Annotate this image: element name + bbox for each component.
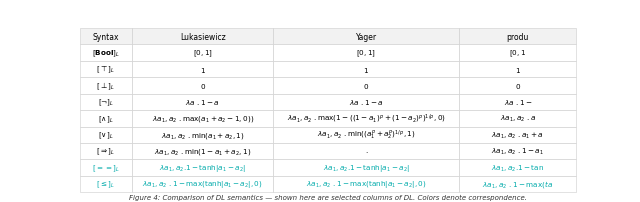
Bar: [273, 94, 460, 110]
Text: $\lambda a_1,a_2\ .\max(a_1+a_2-1,0))$: $\lambda a_1,a_2\ .\max(a_1+a_2-1,0))$: [152, 114, 254, 124]
Text: $1$: $1$: [364, 65, 369, 74]
Text: $[\Rightarrow]_L$: $[\Rightarrow]_L$: [97, 146, 116, 157]
Text: Lukasiewicz: Lukasiewicz: [180, 33, 226, 42]
Bar: [132, 127, 273, 143]
Text: $\lambda a\ .1-a$: $\lambda a\ .1-a$: [186, 98, 220, 107]
Bar: [460, 94, 576, 110]
Bar: [460, 78, 576, 94]
Text: $[\neg]_L$: $[\neg]_L$: [98, 97, 114, 108]
Text: $[\mathbf{Bool}]_L$: $[\mathbf{Bool}]_L$: [92, 48, 120, 59]
Bar: [273, 160, 460, 176]
Text: $\lambda a_1,a_2\ .\min((a_1^p+a_2^p)^{1/p},1)$: $\lambda a_1,a_2\ .\min((a_1^p+a_2^p)^{1…: [317, 128, 416, 142]
Bar: [273, 143, 460, 160]
Text: $0$: $0$: [200, 82, 206, 90]
Text: $[\bot]_L$: $[\bot]_L$: [97, 80, 116, 92]
Bar: [132, 143, 273, 160]
Bar: [80, 160, 132, 176]
Bar: [80, 29, 132, 45]
Bar: [80, 78, 132, 94]
Bar: [273, 29, 460, 45]
Bar: [273, 127, 460, 143]
Text: $[0,1$: $[0,1$: [509, 48, 526, 59]
Bar: [132, 176, 273, 192]
Bar: [460, 62, 576, 78]
Text: $\lambda a_1,a_2\ .1-\max(\tanh|a_1-a_2|,0)$: $\lambda a_1,a_2\ .1-\max(\tanh|a_1-a_2|…: [142, 179, 263, 189]
Text: $\lambda a_1,a_2\ .1-a_1$: $\lambda a_1,a_2\ .1-a_1$: [492, 146, 544, 157]
Bar: [132, 29, 273, 45]
Text: $[0,1]$: $[0,1]$: [193, 48, 212, 59]
Bar: [80, 62, 132, 78]
Bar: [132, 62, 273, 78]
Text: $\lambda a_1,a_2\ .a$: $\lambda a_1,a_2\ .a$: [500, 114, 536, 124]
Bar: [80, 127, 132, 143]
Bar: [460, 176, 576, 192]
Bar: [460, 45, 576, 62]
Text: $\lambda a_1,a_2\ .\min(a_1+a_2,1)$: $\lambda a_1,a_2\ .\min(a_1+a_2,1)$: [161, 130, 244, 140]
Bar: [132, 94, 273, 110]
Bar: [273, 78, 460, 94]
Text: $\lambda a_1,a_2.1-\tan$: $\lambda a_1,a_2.1-\tan$: [491, 163, 544, 173]
Text: $0$: $0$: [515, 82, 521, 90]
Text: $\lambda a_1,a_2\ .1-\max(\tanh|a_1-a_2|,0)$: $\lambda a_1,a_2\ .1-\max(\tanh|a_1-a_2|…: [306, 179, 427, 189]
Text: $1$: $1$: [200, 65, 205, 74]
Text: Yager: Yager: [356, 33, 377, 42]
Bar: [273, 110, 460, 127]
Text: $0$: $0$: [364, 82, 369, 90]
Text: Syntax: Syntax: [93, 33, 119, 42]
Bar: [460, 127, 576, 143]
Bar: [80, 176, 132, 192]
Text: $\lambda a\ .1-a$: $\lambda a\ .1-a$: [349, 98, 384, 107]
Bar: [132, 110, 273, 127]
Text: $[0,1]$: $[0,1]$: [356, 48, 376, 59]
Bar: [132, 160, 273, 176]
Text: Figure 4: Comparison of DL semantics — shown here are selected columns of DL. Co: Figure 4: Comparison of DL semantics — s…: [129, 194, 527, 200]
Bar: [460, 160, 576, 176]
Text: $\lambda a_1,a_2\ .\min(1-a_1+a_2,1)$: $\lambda a_1,a_2\ .\min(1-a_1+a_2,1)$: [154, 146, 252, 156]
Bar: [80, 110, 132, 127]
Text: $[\top]_L$: $[\top]_L$: [97, 64, 116, 75]
Text: $\lambda a_1,a_2\ .\max(1-((1-a_1)^p+(1-a_2)^p)^{1/p},0)$: $\lambda a_1,a_2\ .\max(1-((1-a_1)^p+(1-…: [287, 113, 446, 125]
Bar: [460, 110, 576, 127]
Text: $[\vee]_L$: $[\vee]_L$: [99, 130, 114, 140]
Bar: [80, 45, 132, 62]
Bar: [80, 143, 132, 160]
Text: $\lambda a_1,a_2.1-\tanh|a_1-a_2|$: $\lambda a_1,a_2.1-\tanh|a_1-a_2|$: [323, 162, 410, 173]
Text: $[\wedge]_L$: $[\wedge]_L$: [99, 114, 114, 124]
Text: produ: produ: [506, 33, 529, 42]
Text: $1$: $1$: [515, 65, 521, 74]
Text: $[{=}{=}]_L$: $[{=}{=}]_L$: [92, 162, 120, 173]
Text: $\lambda a_1,a_2.1-\tanh|a_1-a_2|$: $\lambda a_1,a_2.1-\tanh|a_1-a_2|$: [159, 162, 246, 173]
Text: $\lambda a\ .1-$: $\lambda a\ .1-$: [504, 98, 532, 107]
Text: $\lambda a_1,a_2\ .1-\max(ta$: $\lambda a_1,a_2\ .1-\max(ta$: [482, 179, 553, 189]
Bar: [460, 143, 576, 160]
Bar: [132, 45, 273, 62]
Bar: [273, 45, 460, 62]
Bar: [460, 29, 576, 45]
Text: $\lambda a_1,a_2\ .a_1+a$: $\lambda a_1,a_2\ .a_1+a$: [492, 130, 544, 140]
Text: $[\leq]_L$: $[\leq]_L$: [97, 179, 116, 189]
Bar: [80, 94, 132, 110]
Text: $.$: $.$: [365, 148, 368, 154]
Bar: [273, 176, 460, 192]
Bar: [273, 62, 460, 78]
Bar: [132, 78, 273, 94]
